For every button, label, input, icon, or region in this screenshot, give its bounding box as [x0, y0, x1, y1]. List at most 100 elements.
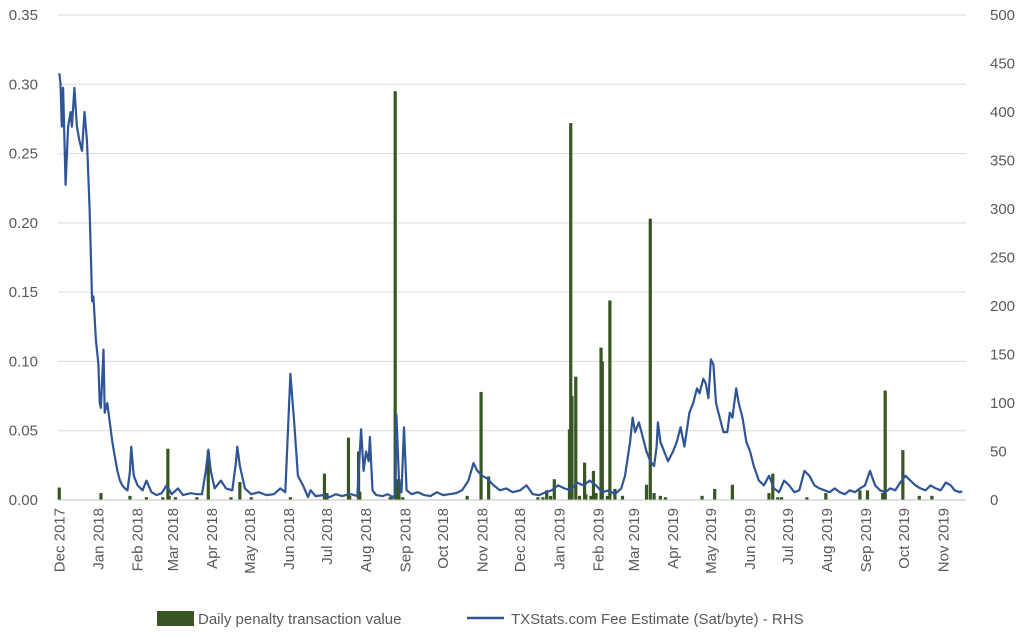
penalty-bar: [57, 487, 61, 500]
right-tick-label: 100: [990, 395, 1015, 412]
penalty-bar: [824, 493, 828, 500]
penalty-bar: [600, 361, 604, 500]
penalty-bar: [358, 491, 362, 500]
penalty-bar: [394, 479, 399, 500]
penalty-bar: [930, 495, 934, 500]
penalty-bar: [767, 493, 771, 500]
right-tick-label: 50: [990, 444, 1007, 461]
penalty-bar: [776, 497, 780, 500]
penalty-bar: [173, 497, 178, 500]
left-tick-label: 0.15: [9, 284, 38, 301]
x-tick-label: Mar 2018: [165, 508, 182, 571]
right-tick-label: 200: [990, 298, 1015, 315]
penalty-bar: [881, 493, 885, 500]
legend-line-label: TXStats.com Fee Estimate (Sat/byte) - RH…: [511, 611, 804, 628]
penalty-bar: [393, 91, 397, 500]
x-tick-label: Jun 2018: [281, 508, 298, 570]
x-tick-label: Jan 2019: [551, 508, 568, 570]
fee-estimate-line: [58, 73, 963, 499]
penalty-bar: [805, 497, 809, 500]
penalty-bar: [144, 497, 149, 500]
penalty-bar: [545, 490, 549, 500]
penalty-bar: [858, 490, 862, 500]
right-tick-label: 300: [990, 201, 1015, 218]
right-tick-label: 450: [990, 56, 1015, 73]
left-tick-label: 0.30: [9, 76, 38, 93]
penalty-bar: [730, 484, 734, 500]
left-tick-label: 0.05: [9, 423, 38, 440]
penalty-bar: [901, 450, 905, 500]
x-tick-label: Dec 2017: [51, 508, 68, 572]
penalty-bar: [346, 437, 351, 500]
x-tick-label: Feb 2019: [591, 508, 608, 571]
right-axis-ticks: 0 50 100 150 200 250 300 350 400 450 500: [990, 7, 1015, 509]
x-tick-label: Sep 2018: [397, 508, 414, 572]
gridlines: [58, 14, 966, 432]
penalty-bar: [663, 497, 668, 500]
penalty-bar: [161, 497, 165, 500]
penalty-bar: [397, 479, 401, 500]
penalty-bar: [238, 481, 242, 500]
penalty-bar: [128, 495, 132, 500]
left-axis-ticks: 0.00 0.05 0.10 0.15 0.20 0.25 0.30 0.35: [9, 7, 38, 509]
penalty-bar: [166, 448, 170, 500]
penalty-bar: [541, 497, 545, 500]
right-tick-label: 0: [990, 492, 998, 509]
penalty-bar: [288, 497, 292, 500]
penalty-bar: [570, 396, 574, 500]
x-tick-label: Apr 2019: [665, 508, 682, 569]
x-tick-label: Feb 2018: [130, 508, 147, 571]
legend-bar-label: Daily penalty transaction value: [198, 611, 401, 628]
x-tick-label: Aug 2019: [819, 508, 836, 572]
penalty-bar: [608, 300, 612, 500]
penalty-bar: [574, 376, 578, 500]
penalty-bar: [569, 123, 573, 500]
right-tick-label: 350: [990, 153, 1015, 170]
penalty-bar: [465, 495, 469, 500]
x-tick-label: Aug 2018: [358, 508, 375, 572]
x-tick-label: Apr 2018: [204, 508, 221, 569]
penalty-bar: [917, 495, 921, 500]
x-tick-label: Jun 2019: [742, 508, 759, 570]
penalty-bar: [348, 495, 352, 500]
penalty-bar: [583, 462, 587, 500]
penalty-bar: [605, 495, 609, 500]
penalty-bar: [591, 470, 596, 500]
penalty-bar: [780, 497, 784, 500]
penalty-bar: [620, 495, 625, 500]
right-tick-label: 250: [990, 250, 1015, 267]
penalty-bar: [577, 495, 582, 500]
left-tick-label: 0.35: [9, 7, 38, 24]
penalty-bar: [487, 476, 491, 500]
penalty-bar: [648, 218, 652, 500]
penalty-bar: [99, 493, 103, 500]
x-tick-label: Jul 2019: [780, 508, 797, 565]
x-tick-label: Jan 2018: [90, 508, 107, 570]
penalty-bar: [167, 495, 171, 500]
penalty-bar: [229, 497, 233, 500]
penalty-bar: [479, 391, 483, 500]
penalty-bar: [206, 451, 210, 500]
penalty-bar: [536, 497, 540, 500]
x-axis-ticks: Dec 2017 Jan 2018 Feb 2018 Mar 2018 Apr 2018…: [51, 508, 952, 574]
penalty-bar: [865, 490, 870, 500]
x-tick-label: May 2018: [242, 508, 259, 574]
penalty-bar: [401, 497, 405, 500]
x-tick-label: Mar 2019: [626, 508, 643, 571]
x-tick-label: Nov 2018: [474, 508, 491, 572]
x-tick-label: Sep 2019: [858, 508, 875, 572]
penalty-bar: [594, 493, 598, 500]
penalty-bar: [658, 495, 662, 500]
penalty-bar: [700, 495, 704, 500]
penalty-bar: [652, 493, 656, 500]
penalty-bar: [249, 497, 253, 500]
x-tick-label: Nov 2019: [935, 508, 952, 572]
left-tick-label: 0.25: [9, 146, 38, 163]
penalty-bar: [584, 494, 588, 500]
right-tick-label: 400: [990, 104, 1015, 121]
penalty-bar: [644, 484, 649, 500]
left-tick-label: 0.00: [9, 492, 38, 509]
legend-bar-swatch: [157, 611, 194, 626]
x-tick-label: May 2019: [703, 508, 720, 574]
